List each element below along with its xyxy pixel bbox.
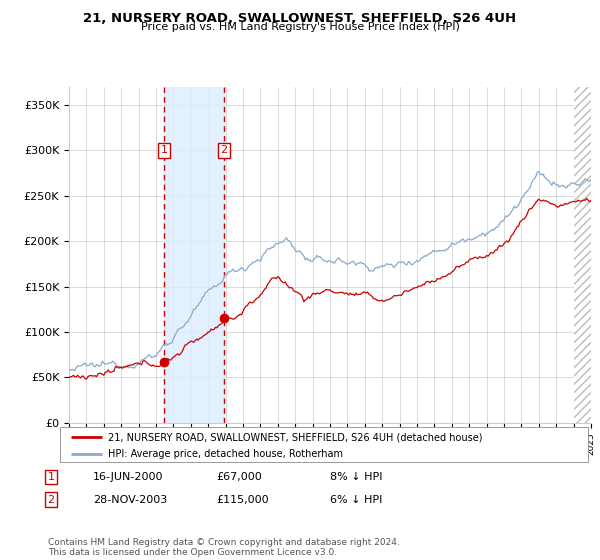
Text: 28-NOV-2003: 28-NOV-2003 <box>93 494 167 505</box>
Bar <box>574 87 591 423</box>
Text: Price paid vs. HM Land Registry's House Price Index (HPI): Price paid vs. HM Land Registry's House … <box>140 22 460 32</box>
Text: 21, NURSERY ROAD, SWALLOWNEST, SHEFFIELD, S26 4UH: 21, NURSERY ROAD, SWALLOWNEST, SHEFFIELD… <box>83 12 517 25</box>
Text: Contains HM Land Registry data © Crown copyright and database right 2024.
This d: Contains HM Land Registry data © Crown c… <box>48 538 400 557</box>
Text: 1: 1 <box>160 146 167 155</box>
Text: HPI: Average price, detached house, Rotherham: HPI: Average price, detached house, Roth… <box>107 449 343 459</box>
Text: 2: 2 <box>220 146 227 155</box>
Text: £115,000: £115,000 <box>216 494 269 505</box>
Text: 16-JUN-2000: 16-JUN-2000 <box>93 472 163 482</box>
Bar <box>574 87 591 423</box>
Text: 6% ↓ HPI: 6% ↓ HPI <box>330 494 382 505</box>
Text: 21, NURSERY ROAD, SWALLOWNEST, SHEFFIELD, S26 4UH (detached house): 21, NURSERY ROAD, SWALLOWNEST, SHEFFIELD… <box>107 432 482 442</box>
Text: 1: 1 <box>47 472 55 482</box>
Text: 2: 2 <box>47 494 55 505</box>
Text: 8% ↓ HPI: 8% ↓ HPI <box>330 472 383 482</box>
Text: £67,000: £67,000 <box>216 472 262 482</box>
Bar <box>164 87 224 423</box>
